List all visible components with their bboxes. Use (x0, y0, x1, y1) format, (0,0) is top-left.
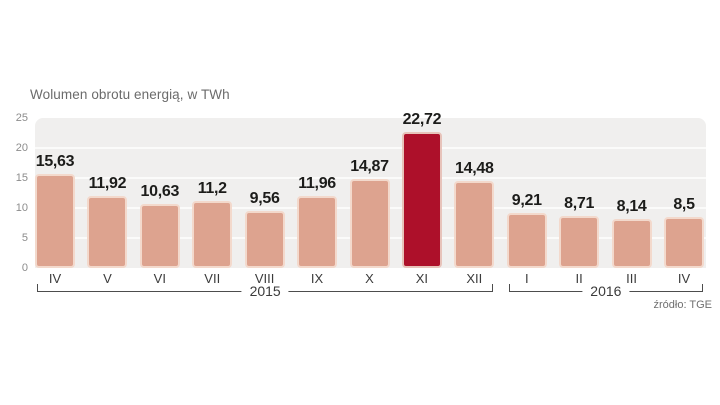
bar (611, 219, 652, 268)
bar-value-label: 9,21 (511, 191, 542, 209)
bar (454, 181, 495, 268)
year-bracket-label: 2015 (241, 283, 289, 299)
year-bracket: 2015 (37, 283, 494, 299)
bar-value-label: 14,87 (350, 157, 389, 175)
y-axis-tick-label: 20 (15, 142, 28, 154)
x-axis-category-label: VII (204, 271, 221, 286)
y-axis-tick-label: 15 (15, 172, 28, 184)
year-bracket: 2016 (508, 283, 703, 299)
bar-value-label: 8,5 (673, 196, 695, 213)
x-axis-category-label: I (524, 271, 529, 286)
y-axis-tick-label: 5 (21, 232, 28, 244)
bar-value-label: 9,56 (249, 189, 280, 207)
bar-value-label: 11,2 (197, 179, 227, 197)
year-bracket-label: 2016 (582, 283, 630, 299)
source-note: źródło: TGE (653, 299, 713, 311)
y-axis-tick-label: 10 (15, 202, 28, 214)
bar-value-label: 8,71 (564, 194, 595, 212)
bar (297, 196, 338, 268)
bar (401, 131, 442, 268)
bar-value-label: 10,63 (140, 183, 180, 201)
x-axis-category-label: III (626, 271, 637, 286)
x-axis-category-label: VIII (254, 271, 275, 286)
bar (139, 204, 180, 268)
bar-value-label: 11,96 (298, 175, 336, 193)
chart-title: Wolumen obrotu energią, w TWh (30, 87, 230, 102)
bar-value-label: 15,63 (35, 153, 75, 171)
bar (244, 210, 285, 268)
bar (349, 178, 390, 268)
x-axis-category-label: II (575, 271, 583, 286)
bar (192, 200, 233, 268)
x-axis-category-label: IV (677, 271, 691, 286)
x-axis-category-label: XII (466, 271, 483, 286)
gridline (35, 147, 706, 149)
gridline (35, 177, 706, 179)
bar-value-label: 22,72 (402, 110, 442, 128)
bar (664, 217, 704, 268)
bar (35, 174, 75, 268)
x-axis-category-label: IX (310, 271, 324, 286)
x-axis-category-label: XI (415, 271, 429, 286)
x-axis-category-label: V (103, 271, 112, 286)
bar-value-label: 8,14 (616, 198, 647, 216)
bar (87, 196, 128, 268)
y-axis-tick-label: 0 (21, 262, 28, 274)
x-axis-category-label: IV (48, 271, 62, 286)
x-axis-category-label: VI (153, 271, 166, 286)
bar (559, 215, 600, 268)
bar (506, 212, 547, 268)
bar-value-label: 14,48 (455, 160, 494, 178)
x-axis-category-label: X (365, 271, 374, 286)
bar-value-label: 11,92 (88, 175, 127, 193)
y-axis-tick-label: 25 (15, 112, 28, 124)
